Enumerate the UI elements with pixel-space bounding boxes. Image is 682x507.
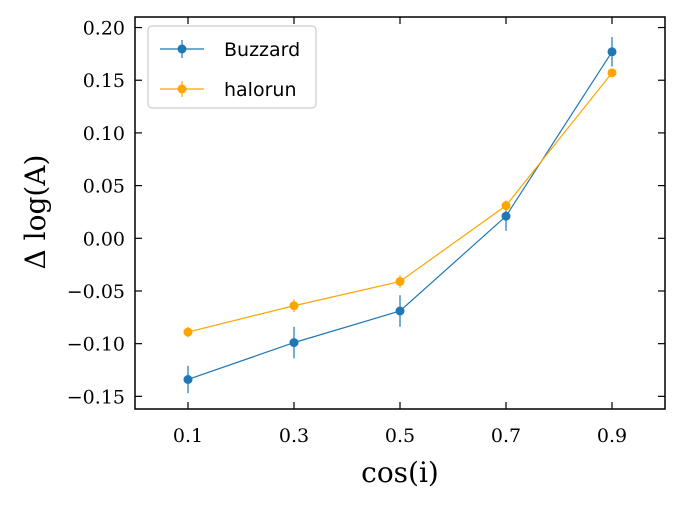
y-tick-label: 0.05 xyxy=(83,176,125,198)
data-point-buzzard xyxy=(183,374,193,384)
plot-layer xyxy=(183,37,617,394)
x-tick-label: 0.9 xyxy=(597,425,627,447)
x-tick-label: 0.3 xyxy=(279,425,309,447)
y-tick-label: 0.20 xyxy=(83,18,125,40)
legend-label-buzzard: Buzzard xyxy=(224,39,300,61)
data-point-halorun xyxy=(501,201,511,211)
x-axis-title: cos(i) xyxy=(361,456,439,489)
y-axis-title: Δ log(A) xyxy=(19,155,52,270)
x-tick-label: 0.7 xyxy=(491,425,521,447)
y-tick-label: −0.05 xyxy=(67,281,125,303)
legend-box xyxy=(147,25,317,109)
data-point-halorun xyxy=(289,301,299,311)
data-point-halorun xyxy=(183,327,193,337)
legend-marker-buzzard xyxy=(177,44,187,54)
legend-marker-halorun xyxy=(177,84,187,94)
data-point-buzzard xyxy=(289,338,299,348)
legend-item-halorun: halorun xyxy=(160,79,296,101)
legend-item-buzzard: Buzzard xyxy=(160,39,300,61)
y-tick-label: 0.10 xyxy=(83,123,125,145)
data-point-buzzard xyxy=(501,211,511,221)
data-point-halorun xyxy=(395,276,405,286)
series-line-halorun xyxy=(187,72,613,333)
data-point-halorun xyxy=(607,68,617,78)
x-tick-label: 0.5 xyxy=(385,425,415,447)
legend-label-halorun: halorun xyxy=(224,79,296,101)
y-tick-label: 0.00 xyxy=(83,228,125,250)
ticks-layer: 0.1 0.3 0.5 0.7 0.9 −0.15 −0.10 −0.05 0.00 0.05 0.… xyxy=(67,17,665,447)
legend: Buzzard halorun xyxy=(147,25,317,109)
data-point-buzzard xyxy=(395,306,405,316)
y-tick-label: −0.15 xyxy=(67,386,125,408)
y-tick-label: −0.10 xyxy=(67,334,125,356)
y-tick-label: 0.15 xyxy=(83,70,125,92)
data-point-buzzard xyxy=(607,47,617,57)
x-tick-label: 0.1 xyxy=(173,425,203,447)
